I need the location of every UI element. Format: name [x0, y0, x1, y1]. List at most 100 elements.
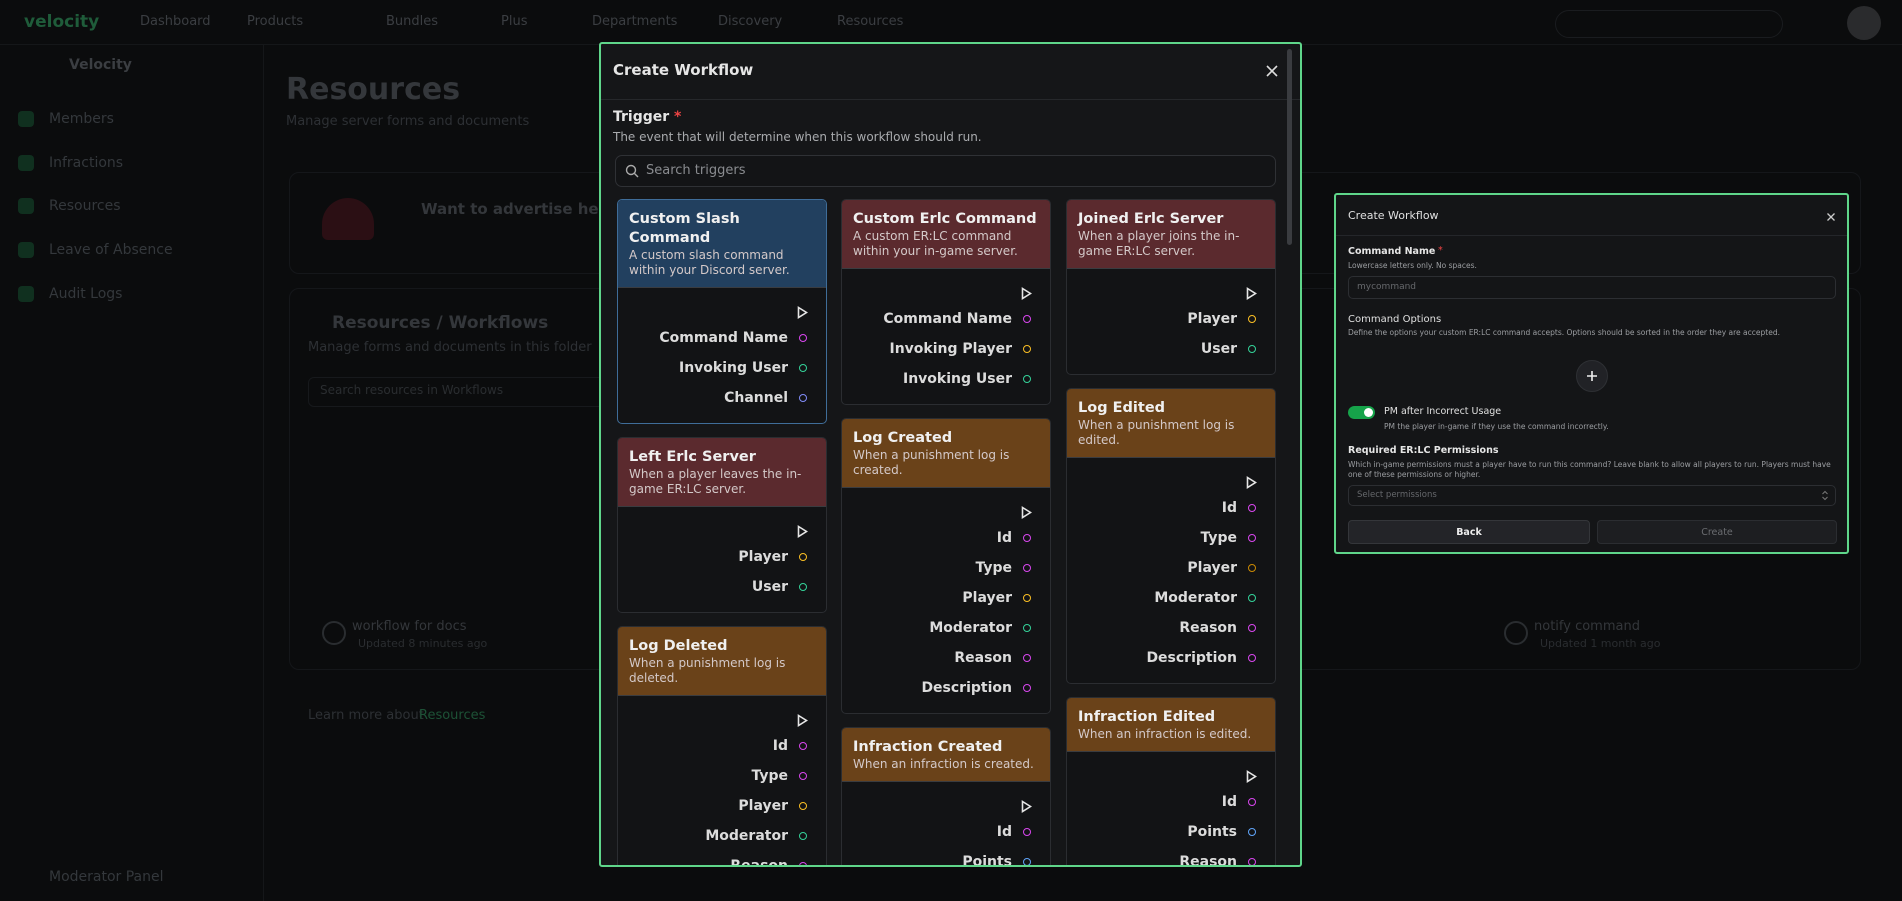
- nav-item[interactable]: Departments: [592, 13, 678, 29]
- nav-item[interactable]: Dashboard: [140, 13, 211, 29]
- play-icon: [797, 306, 808, 319]
- output-port: [1023, 684, 1031, 692]
- search-icon: [625, 164, 639, 178]
- output-port: [799, 862, 807, 865]
- required-mark: *: [674, 109, 682, 125]
- divider: [1336, 235, 1847, 236]
- sidebar-item[interactable]: Members: [49, 110, 114, 127]
- page-subtitle: Manage server forms and documents: [286, 113, 530, 129]
- sidebar-item[interactable]: Resources: [49, 197, 121, 214]
- output-port: [1023, 624, 1031, 632]
- output-row: User: [618, 572, 826, 602]
- sidebar-footer[interactable]: Moderator Panel: [49, 868, 164, 885]
- nav-item[interactable]: Products: [247, 13, 304, 29]
- close-button[interactable]: [1261, 60, 1283, 82]
- output-port: [1023, 594, 1031, 602]
- output-row: Id: [842, 523, 1050, 553]
- add-option-button[interactable]: [1576, 360, 1608, 392]
- nav-item[interactable]: Bundles: [386, 13, 439, 29]
- sidebar-item[interactable]: Infractions: [49, 154, 124, 171]
- output-row: Player: [618, 542, 826, 572]
- output-port: [1023, 375, 1031, 383]
- trigger-card[interactable]: Infraction Created When an infraction is …: [841, 727, 1051, 865]
- section-help: Which in-game permissions must a player …: [1348, 460, 1831, 479]
- output-label: Type: [975, 560, 1012, 576]
- output-row: Reason: [1067, 613, 1275, 643]
- output-row: Command Name: [618, 323, 826, 353]
- trigger-label: Trigger: [613, 108, 670, 125]
- output-port: [1248, 315, 1256, 323]
- card-title: Infraction Edited: [1078, 709, 1216, 725]
- trigger-card[interactable]: Custom Slash Command A custom slash comma…: [617, 199, 827, 424]
- output-port: [1248, 798, 1256, 806]
- output-label: Reason: [1179, 620, 1237, 636]
- nav-item[interactable]: Resources: [837, 13, 904, 29]
- card-header: Log Created When a punishment log is crea…: [842, 419, 1050, 488]
- section-label: Required ER:LC Permissions: [1348, 444, 1499, 456]
- server-name[interactable]: Velocity: [69, 56, 132, 73]
- trigger-card[interactable]: Joined Erlc Server When a player joins th…: [1066, 199, 1276, 375]
- trigger-card[interactable]: Custom Erlc Command A custom ER:LC comman…: [841, 199, 1051, 405]
- output-port: [1023, 315, 1031, 323]
- card-title: Log Edited: [1078, 400, 1166, 416]
- create-button[interactable]: Create: [1597, 520, 1837, 544]
- card-description: When a punishment log is deleted.: [629, 656, 786, 685]
- card-header: Custom Slash Command A custom slash comma…: [618, 200, 826, 288]
- back-button[interactable]: Back: [1348, 520, 1590, 544]
- scrollbar: [1287, 49, 1292, 245]
- trigger-help: The event that will determine when this …: [613, 130, 982, 145]
- output-port: [1023, 534, 1031, 542]
- output-port: [1248, 594, 1256, 602]
- trigger-card[interactable]: Left Erlc Server When a player leaves the…: [617, 437, 827, 613]
- card-body: Command Name Invoking User Channel: [618, 288, 826, 423]
- output-port: [799, 334, 807, 342]
- output-row: Player: [1067, 553, 1275, 583]
- card-body: Player User: [1067, 269, 1275, 374]
- trigger-card[interactable]: Log Created When a punishment log is crea…: [841, 418, 1051, 714]
- search-placeholder: Search triggers: [646, 162, 746, 178]
- output-port: [799, 553, 807, 561]
- output-label: Id: [996, 530, 1012, 546]
- output-label: Reason: [1179, 854, 1237, 867]
- output-row: Id: [1067, 787, 1275, 817]
- item-name[interactable]: workflow for docs: [352, 618, 467, 634]
- brand[interactable]: velocity: [24, 11, 100, 32]
- command-name-input[interactable]: mycommand: [1348, 276, 1836, 299]
- sidebar-item[interactable]: Leave of Absence: [49, 241, 173, 258]
- card-body: Id Type Player Moderator Reason Description: [842, 488, 1050, 713]
- nav-item[interactable]: Plus: [501, 13, 528, 29]
- card-description: A custom ER:LC command within your in-ga…: [853, 229, 1018, 258]
- output-row: Type: [618, 761, 826, 791]
- close-button[interactable]: [1824, 209, 1838, 223]
- trigger-card[interactable]: Log Deleted When a punishment log is dele…: [617, 626, 827, 865]
- output-label: Id: [1221, 500, 1237, 516]
- output-row: Player: [618, 791, 826, 821]
- field-label: Command Name: [1348, 245, 1436, 257]
- output-row: Reason: [1067, 847, 1275, 867]
- toggle[interactable]: [1348, 406, 1375, 419]
- trigger-card[interactable]: Log Edited When a punishment log is edite…: [1066, 388, 1276, 684]
- learn-more-link[interactable]: Resources: [419, 707, 486, 723]
- item-name[interactable]: notify command: [1534, 618, 1640, 634]
- sidebar-item[interactable]: Audit Logs: [49, 285, 123, 302]
- output-port: [1248, 564, 1256, 572]
- section-label: Command Options: [1348, 313, 1442, 325]
- output-port: [1023, 564, 1031, 572]
- permissions-select[interactable]: Select permissions: [1348, 485, 1836, 506]
- trigger-search[interactable]: Search triggers: [615, 155, 1276, 187]
- output-label: Moderator: [1154, 590, 1237, 606]
- plus-icon: [1587, 371, 1597, 381]
- output-label: Player: [738, 549, 788, 565]
- trigger-card[interactable]: Infraction Edited When an infraction is e…: [1066, 697, 1276, 867]
- output-label: Reason: [954, 650, 1012, 666]
- button-label: Back: [1456, 526, 1482, 538]
- toggle-help: PM the player in-game if they use the co…: [1384, 422, 1609, 432]
- card-title: Custom Slash Command: [629, 211, 740, 246]
- output-row: Description: [1067, 643, 1275, 673]
- output-row: Type: [842, 553, 1050, 583]
- nav-item[interactable]: Discovery: [718, 13, 783, 29]
- page-title: Resources: [286, 71, 461, 107]
- output-label: Player: [1187, 311, 1237, 327]
- output-label: Invoking User: [679, 360, 788, 376]
